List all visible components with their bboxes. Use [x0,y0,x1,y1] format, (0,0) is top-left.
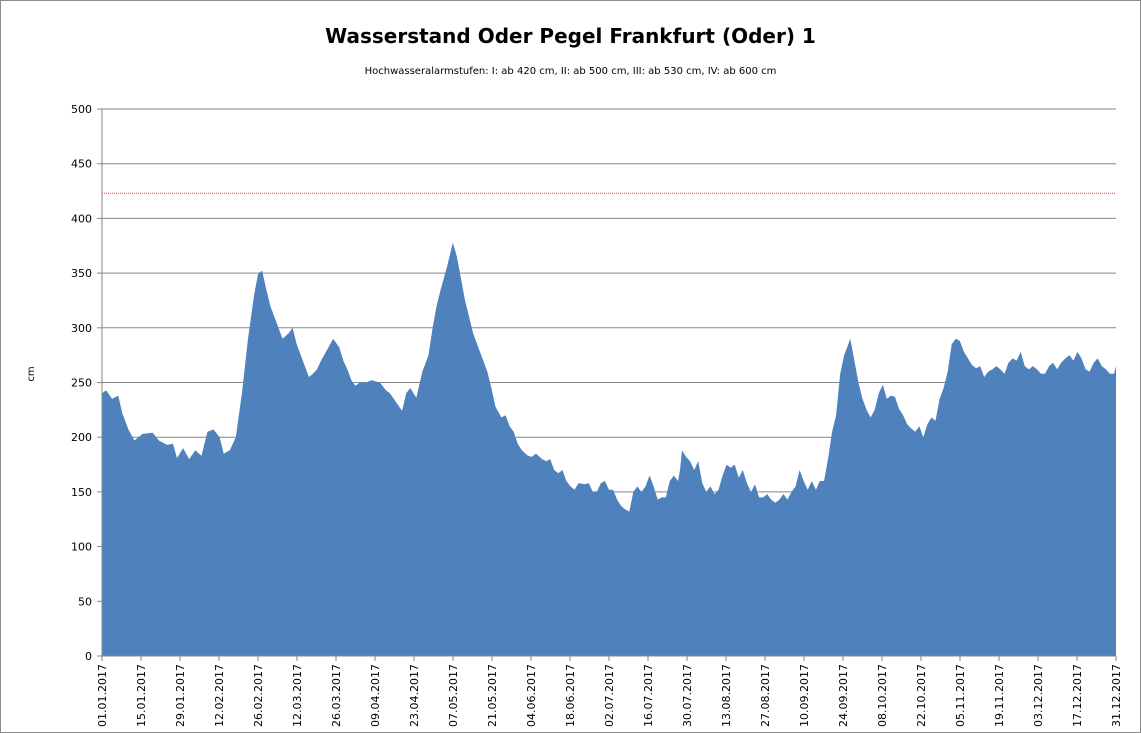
x-tick-label: 13.08.2017 [720,664,733,727]
x-tick-labels: 01.01.2017 15.01.2017 29.01.2017 12.02.2017… [96,656,1123,727]
y-axis-label: cm [26,366,37,381]
x-tick-label: 02.07.2017 [603,664,616,727]
x-tick-label: 22.10.2017 [915,664,928,727]
y-tick-label: 300 [71,322,92,335]
x-tick-label: 18.06.2017 [564,664,577,727]
x-tick-label: 24.09.2017 [837,664,850,727]
y-tick-label: 100 [71,541,92,554]
y-tick-label: 50 [78,595,92,608]
x-tick-label: 03.12.2017 [1032,664,1045,727]
x-tick-label: 10.09.2017 [798,664,811,727]
y-tick-label: 450 [71,158,92,171]
water-level-area [102,242,1116,656]
y-tick-label: 500 [71,103,92,116]
x-tick-label: 21.05.2017 [486,664,499,727]
y-tick-label: 250 [71,377,92,390]
x-tick-label: 26.02.2017 [252,664,265,727]
x-tick-label: 31.12.2017 [1110,664,1123,727]
x-tick-label: 07.05.2017 [447,664,460,727]
x-tick-label: 09.04.2017 [369,664,382,727]
x-tick-label: 19.11.2017 [993,664,1006,727]
y-tick-labels: 0 50 100 150 200 250 300 350 400 450 500 [71,103,102,663]
x-tick-label: 29.01.2017 [174,664,187,727]
x-tick-label: 12.02.2017 [213,664,226,727]
x-tick-label: 12.03.2017 [291,664,304,727]
y-tick-label: 150 [71,486,92,499]
chart-subtitle: Hochwasseralarmstufen: I: ab 420 cm, II:… [364,66,777,77]
chart-title: Wasserstand Oder Pegel Frankfurt (Oder) … [325,24,816,48]
x-tick-label: 01.01.2017 [96,664,109,727]
x-tick-label: 16.07.2017 [642,664,655,727]
y-tick-label: 400 [71,212,92,225]
x-tick-label: 17.12.2017 [1071,664,1084,727]
y-tick-label: 0 [85,650,92,663]
x-tick-label: 05.11.2017 [954,664,967,727]
x-tick-label: 26.03.2017 [330,664,343,727]
x-tick-label: 30.07.2017 [681,664,694,727]
x-tick-label: 23.04.2017 [408,664,421,727]
y-tick-label: 200 [71,431,92,444]
x-tick-label: 04.06.2017 [525,664,538,727]
x-tick-label: 27.08.2017 [759,664,772,727]
x-tick-label: 08.10.2017 [876,664,889,727]
x-tick-label: 15.01.2017 [135,664,148,727]
y-tick-label: 350 [71,267,92,280]
